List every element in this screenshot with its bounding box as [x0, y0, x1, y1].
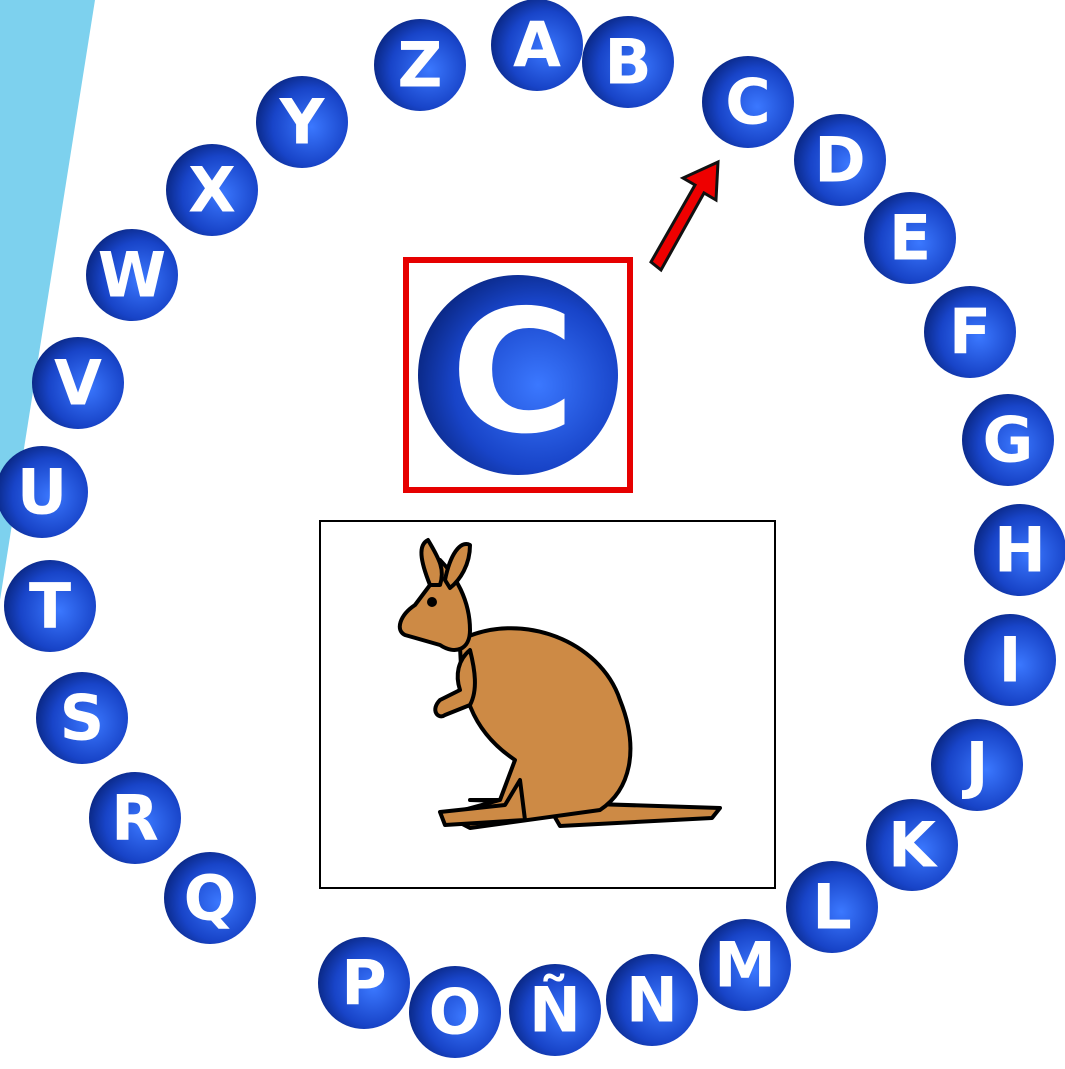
- letter-button: Q: [164, 852, 256, 944]
- letter-label: B: [604, 26, 651, 99]
- letter-button: F: [924, 286, 1016, 378]
- letter-label: U: [17, 456, 67, 529]
- letter-button: T: [4, 560, 96, 652]
- letter-label: L: [812, 871, 852, 944]
- highlight-letter: C: [451, 274, 576, 472]
- letter-label: Z: [398, 29, 443, 102]
- letter-label: I: [998, 624, 1021, 697]
- letter-button: D: [794, 114, 886, 206]
- letter-button: R: [89, 772, 181, 864]
- letter-label: Ñ: [529, 974, 581, 1047]
- letter-label: G: [983, 404, 1034, 477]
- letter-button: N: [606, 954, 698, 1046]
- letter-label: A: [513, 9, 561, 82]
- letter-label: Y: [279, 86, 326, 159]
- letter-label: C: [725, 66, 771, 139]
- letter-label: S: [60, 682, 105, 755]
- letter-button: A: [491, 0, 583, 91]
- letter-button: G: [962, 394, 1054, 486]
- letter-button: J: [931, 719, 1023, 811]
- letter-label: Q: [184, 862, 237, 935]
- slide: ABCDEFGHIJKLMNÑOPQRSTUVWXYZ C: [0, 0, 1065, 1069]
- arrow: [651, 162, 718, 270]
- letter-button: K: [866, 799, 958, 891]
- letter-button: I: [964, 614, 1056, 706]
- letter-button: V: [32, 337, 124, 429]
- letter-button: C: [702, 56, 794, 148]
- letter-label: M: [714, 929, 776, 1002]
- letter-button: Y: [256, 76, 348, 168]
- letter-label: P: [341, 947, 386, 1020]
- letter-label: F: [949, 296, 991, 369]
- letter-label: H: [994, 514, 1046, 587]
- letter-label: O: [429, 976, 482, 1049]
- letter-label: W: [98, 239, 166, 312]
- letter-button: E: [864, 192, 956, 284]
- letter-label: X: [188, 154, 236, 227]
- letter-button: H: [974, 504, 1065, 596]
- letter-label: V: [54, 347, 102, 420]
- letter-button: O: [409, 966, 501, 1058]
- letter-label: J: [961, 729, 988, 802]
- letter-label: T: [29, 570, 71, 643]
- letter-label: D: [814, 124, 865, 197]
- letter-label: K: [888, 809, 938, 882]
- letter-button: W: [86, 229, 178, 321]
- letter-label: R: [111, 782, 159, 855]
- letter-label: N: [626, 964, 678, 1037]
- letter-button: S: [36, 672, 128, 764]
- letter-button: U: [0, 446, 88, 538]
- letter-button: M: [699, 919, 791, 1011]
- letter-button: Ñ: [509, 964, 601, 1056]
- letter-button: B: [582, 16, 674, 108]
- letter-label: E: [889, 202, 931, 275]
- letter-button: L: [786, 861, 878, 953]
- letter-button: Z: [374, 19, 466, 111]
- letter-button: X: [166, 144, 258, 236]
- letter-button: P: [318, 937, 410, 1029]
